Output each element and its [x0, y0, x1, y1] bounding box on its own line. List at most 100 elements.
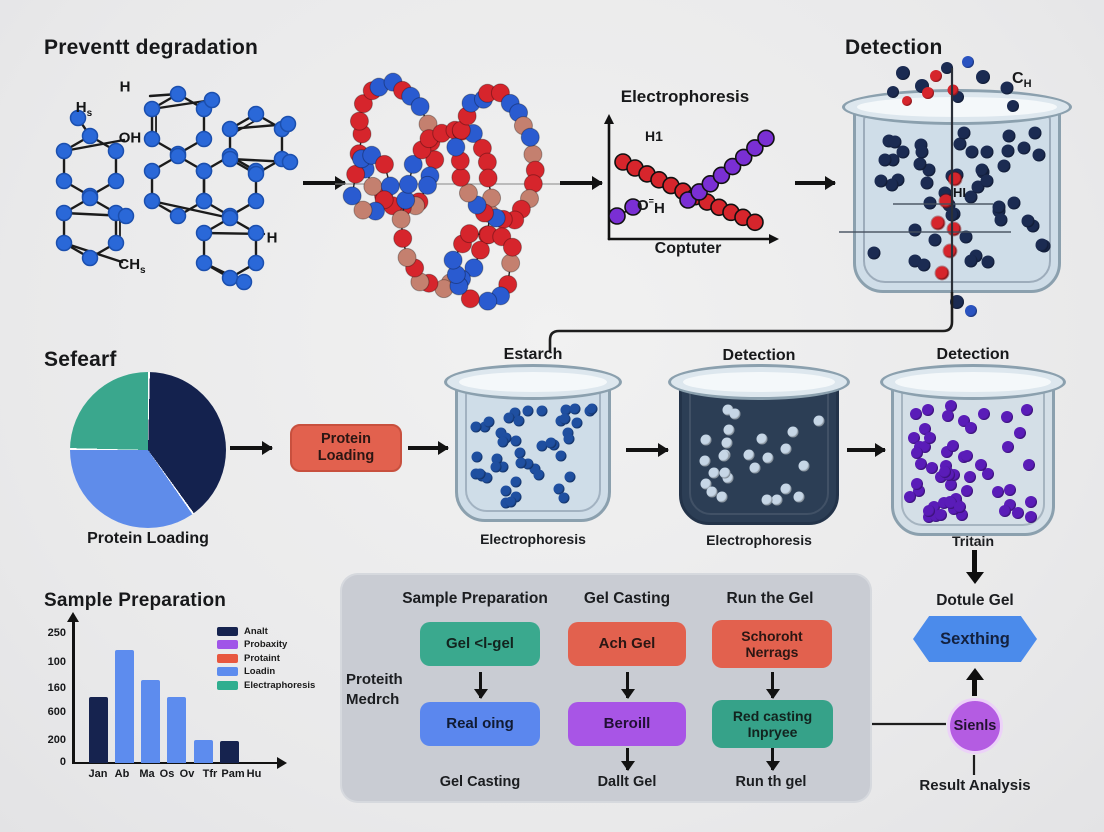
- xtick-label: Tfr: [202, 768, 218, 780]
- legend-swatch: [217, 640, 238, 650]
- beaker-label-hi: HI: [953, 185, 966, 200]
- legend-label: Protaint: [244, 652, 280, 664]
- legend-swatch: [217, 680, 238, 690]
- sefearf-title: Sefearf: [44, 348, 117, 371]
- molecule-structure: H Hs OH CHs H: [28, 66, 308, 316]
- xtick-label: Ov: [179, 768, 195, 780]
- flow-header-1: Sample Preparation: [402, 590, 548, 607]
- flow-caption-1: Gel Casting: [439, 774, 521, 790]
- flow-box-red-casting: Red casting Inpryee: [712, 700, 833, 748]
- electro-label-oh: O=H: [637, 196, 665, 217]
- arrow-beaker2-to-beaker3: [847, 448, 885, 452]
- flow-side-label: Proteith Medrch: [346, 671, 403, 709]
- arrow-circle-to-hexagon: [972, 678, 977, 696]
- arrow-pie-to-box: [230, 446, 272, 450]
- xtick-label: Os: [159, 768, 175, 780]
- legend-item: Probaxity: [217, 639, 287, 650]
- xtick-label: Jan: [88, 768, 108, 780]
- legend-item: Protaint: [217, 653, 280, 664]
- molecule-label: H: [119, 78, 131, 96]
- bar: [219, 741, 239, 763]
- electro-label-h1: H1: [645, 128, 663, 144]
- arrow-box-to-beaker1: [408, 446, 448, 450]
- arrow-beaker1-to-beaker2: [626, 448, 668, 452]
- crosshair-line-2: [839, 231, 1011, 233]
- legend-swatch: [217, 627, 238, 636]
- ytick-label: 600: [47, 706, 66, 718]
- bar-xtick-labels: Jan Ab Ma Os Ov Tfr Pam Hu: [72, 768, 282, 784]
- flow-caption-2: Dallt Gel: [597, 774, 657, 790]
- flow-box-beroill: Beroill: [568, 702, 686, 746]
- legend-item: Analt: [217, 626, 268, 637]
- flow-header-2: Gel Casting: [583, 590, 671, 607]
- beaker1-dots: [464, 398, 602, 512]
- arrow-flow-col3: [771, 672, 774, 698]
- arrow-blob-to-chart: [560, 181, 602, 185]
- bar: [88, 696, 108, 763]
- beaker1-caption: Electrophoresis: [480, 531, 586, 547]
- molecule-label: Hs: [75, 99, 93, 119]
- molecule-svg: [55, 85, 299, 291]
- bar-chart-legend: Analt Probaxity Protaint Loadin Electraphore…: [217, 626, 327, 706]
- protein-blob-svg: [335, 72, 570, 311]
- protein-loading-box: Protein Loading: [290, 424, 402, 472]
- result-analysis-label: Result Analysis: [919, 777, 1031, 794]
- arrow-flow-col1: [479, 672, 482, 698]
- bar-y-axis: [72, 621, 75, 763]
- legend-label: Electraphoresis: [244, 679, 316, 691]
- title-prevent-degradation: Preventt degradation: [44, 36, 259, 59]
- bar: [140, 679, 160, 763]
- beaker3-caption: Tritain: [951, 533, 994, 549]
- bar-chart-title: Sample Preparation: [44, 590, 227, 611]
- xtick-label: Hu: [246, 768, 262, 780]
- beaker-estarch: [444, 364, 622, 522]
- arrow-flow-col2: [626, 672, 629, 698]
- flow-box-ach-gel: Ach Gel: [568, 622, 686, 666]
- dotule-gel-label: Dotule Gel: [936, 592, 1014, 609]
- legend-swatch: [217, 653, 238, 663]
- bar-chart-plot: [72, 621, 282, 764]
- electro-xlabel: Coptuter: [654, 240, 722, 257]
- ytick-label: 0: [59, 756, 66, 768]
- sienls-circle: Sienls: [947, 698, 1003, 754]
- arrow-flow-col3-caption: [771, 748, 774, 770]
- bar-ytick-labels: 250 100 160 600 200 0: [28, 626, 66, 768]
- beaker3-title: Detection: [936, 346, 1010, 363]
- beaker-purple-dots: [880, 364, 1066, 536]
- arrow-flow-col2-caption: [626, 748, 629, 770]
- arrow-tritain-down: [972, 550, 977, 574]
- ytick-label: 250: [47, 627, 66, 639]
- legend-label: Analt: [244, 626, 268, 637]
- protein-blob: [335, 58, 570, 320]
- beaker2-dots: [688, 398, 830, 515]
- flow-box-realoing: Real oing: [420, 702, 540, 746]
- molecule-label: OH: [118, 129, 142, 147]
- ytick-label: 200: [47, 734, 66, 746]
- flow-box-schoroht: Schoroht Nerrags: [712, 620, 832, 668]
- xtick-label: Pam: [221, 768, 245, 780]
- beaker1-title: Estarch: [503, 346, 563, 363]
- legend-label: Probaxity: [244, 639, 288, 651]
- flow-panel: [340, 573, 872, 803]
- elbow-connector: [548, 292, 954, 352]
- crosshair-line-1: [893, 203, 993, 205]
- sexthing-hexagon: Sexthing: [913, 616, 1037, 662]
- pie-caption: Protein Loading: [87, 530, 209, 547]
- ytick-label: 100: [47, 656, 66, 668]
- molecule-label: H: [266, 229, 278, 247]
- molecule-label: CHs: [118, 256, 146, 276]
- detection-title: Detection: [845, 36, 943, 59]
- electrophoresis-chart: H1 O=H: [593, 108, 788, 258]
- arrow-molecule-to-blob: [303, 181, 345, 185]
- beaker3-dots: [900, 398, 1046, 526]
- legend-item: Loadin: [217, 666, 275, 677]
- legend-item: Electraphoresis: [217, 680, 315, 691]
- bar: [193, 740, 213, 763]
- bar: [114, 650, 134, 763]
- flow-caption-3: Run th gel: [735, 774, 807, 790]
- pie-chart: [70, 372, 226, 528]
- legend-label: Loadin: [244, 666, 276, 678]
- electrophoresis-svg: [604, 114, 779, 244]
- flow-header-3: Run the Gel: [726, 590, 814, 607]
